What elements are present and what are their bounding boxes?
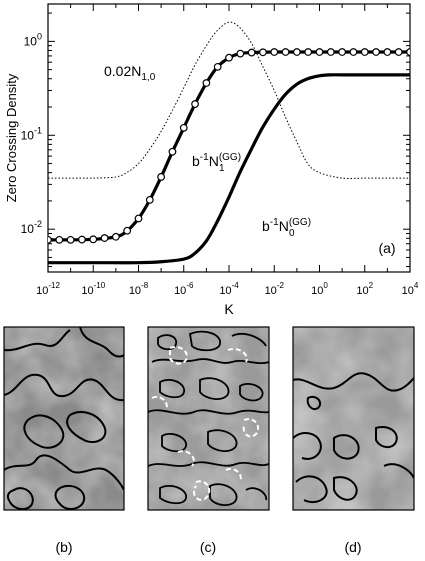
field-panel-d: (d) xyxy=(292,326,415,555)
plot-frame xyxy=(47,3,411,273)
x-tick-label: 100 xyxy=(311,281,328,297)
panel-label-d: (d) xyxy=(344,539,361,555)
data-point xyxy=(179,123,188,132)
field-texture xyxy=(4,327,124,510)
x-tick-label: 10-2 xyxy=(265,281,285,297)
series-line-2 xyxy=(48,73,410,265)
panel-label-c: (c) xyxy=(200,539,216,555)
data-point xyxy=(78,235,86,244)
data-point xyxy=(247,48,256,57)
data-point xyxy=(213,62,222,71)
y-tick-label: 10-1 xyxy=(21,125,42,142)
data-point xyxy=(372,48,380,56)
data-point xyxy=(394,48,403,56)
x-tick-label: 102 xyxy=(356,281,373,297)
data-point xyxy=(259,48,267,57)
x-tick-label: 10-10 xyxy=(81,281,105,297)
x-tick-label: 10-8 xyxy=(129,281,149,297)
x-axis-ticks: 10-12 10-10 10-8 10-6 10-4 10-2 100 102 104 xyxy=(36,4,419,297)
data-point xyxy=(292,48,301,56)
data-point xyxy=(270,48,279,56)
data-point xyxy=(406,48,410,56)
data-point xyxy=(191,100,199,108)
data-point xyxy=(349,48,358,56)
data-point xyxy=(225,53,233,62)
data-point xyxy=(202,79,211,87)
zero-contours xyxy=(4,327,124,510)
data-point xyxy=(66,235,75,244)
field-panel-c: (c) xyxy=(147,326,270,555)
series-line-1 xyxy=(48,50,410,242)
panel-label-a: (a) xyxy=(378,240,395,256)
data-point xyxy=(100,234,109,242)
x-axis-label: K xyxy=(224,301,234,317)
data-point xyxy=(55,235,64,244)
data-point xyxy=(360,48,369,56)
field-texture xyxy=(293,327,414,510)
series-label-n0gg: b-1N(GG) 0 xyxy=(262,217,311,239)
series-label-n1gg: b-1N(GG) 1 xyxy=(192,152,241,174)
zero-contours xyxy=(293,372,414,504)
x-tick-label: 10-4 xyxy=(219,281,239,297)
data-point xyxy=(111,232,120,241)
data-point xyxy=(123,226,132,235)
x-tick-label: 10-12 xyxy=(36,281,60,297)
x-tick-label: 10-6 xyxy=(174,281,194,297)
field-panel-b: (b) xyxy=(3,326,125,555)
series-line-0 xyxy=(48,21,410,179)
data-point xyxy=(134,214,143,223)
data-point xyxy=(326,48,335,56)
data-point xyxy=(338,48,347,56)
dashed-contours xyxy=(151,346,260,501)
series-layer xyxy=(48,21,410,265)
x-tick-label: 104 xyxy=(402,281,419,297)
data-point xyxy=(304,48,313,56)
data-point xyxy=(89,235,98,244)
field-texture xyxy=(148,327,269,510)
y-axis-ticks: 10-2 10-1 100 xyxy=(21,12,410,268)
data-point xyxy=(236,49,245,58)
y-tick-label: 10-2 xyxy=(21,219,42,236)
data-point xyxy=(145,195,154,204)
series-label-n10: 0.02N1,0 xyxy=(104,63,156,83)
data-point xyxy=(281,48,290,56)
y-axis-label: Zero Crossing Density xyxy=(4,73,19,202)
data-point xyxy=(48,235,52,244)
data-point xyxy=(157,173,166,181)
data-point xyxy=(383,48,392,56)
panel-label-b: (b) xyxy=(55,539,72,555)
y-tick-label: 100 xyxy=(24,31,42,48)
data-point xyxy=(315,48,324,56)
data-point xyxy=(168,147,177,156)
